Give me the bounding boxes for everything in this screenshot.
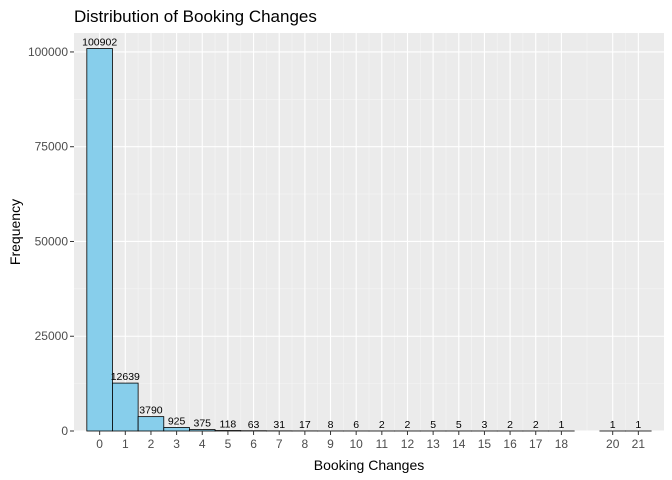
x-tick-label: 18 [555,437,569,451]
data-label-4: 375 [193,418,211,430]
data-label-16: 2 [507,419,513,431]
x-axis: 0 1 2 3 4 5 6 7 8 9 10 11 12 13 14 15 16 17 18 20 21 [96,431,645,451]
data-label-5: 118 [220,419,237,431]
x-tick-label: 21 [632,437,646,451]
x-tick-label: 2 [148,437,155,451]
grid-lines [74,33,664,432]
data-label-3: 925 [168,415,186,427]
data-label-13: 5 [430,419,436,431]
bar-0 [86,48,113,432]
data-label-9: 8 [328,419,334,431]
y-tick-label: 0 [61,424,68,438]
x-tick-label: 4 [199,437,206,451]
data-labels: 100902 12639 3790 925 375 118 63 31 17 8 6 2 2 5 5 3 2 2 1… [82,37,641,431]
data-label-1: 12639 [111,371,140,383]
x-axis-title: Booking Changes [314,457,425,473]
data-label-21: 1 [635,419,641,431]
x-tick-label: 10 [349,437,363,451]
bar-4 [189,429,216,432]
x-tick-label: 20 [606,437,620,451]
x-tick-label: 15 [478,437,492,451]
x-tick-label: 14 [452,437,466,451]
chart-title: Distribution of Booking Changes [74,7,317,26]
x-tick-label: 9 [327,437,334,451]
data-label-15: 3 [482,419,488,431]
y-axis-title: Frequency [7,199,23,265]
y-axis: 0 25000 50000 75000 100000 [28,45,74,438]
data-label-20: 1 [610,419,616,431]
data-label-18: 1 [558,419,564,431]
x-tick-label: 6 [250,437,257,451]
y-tick-label: 25000 [35,329,69,343]
x-tick-label: 17 [529,437,543,451]
x-tick-label: 7 [276,437,283,451]
data-label-6: 63 [248,419,260,431]
data-label-11: 2 [379,419,385,431]
x-tick-label: 5 [225,437,232,451]
x-tick-label: 8 [302,437,309,451]
data-label-2: 3790 [139,405,163,417]
data-label-8: 17 [299,419,311,431]
bar-3 [163,427,190,432]
x-tick-label: 16 [503,437,517,451]
data-label-14: 5 [456,419,462,431]
data-label-12: 2 [405,419,411,431]
data-label-0: 100902 [82,37,117,49]
y-tick-label: 75000 [35,140,69,154]
x-tick-label: 0 [96,437,103,451]
x-tick-label: 13 [426,437,440,451]
x-tick-label: 3 [173,437,180,451]
y-tick-label: 50000 [35,234,69,248]
y-tick-label: 100000 [28,45,68,59]
data-label-7: 31 [273,419,285,431]
bar-2 [137,416,165,432]
x-tick-label: 12 [401,437,415,451]
bar-1 [112,382,139,432]
x-tick-label: 1 [122,437,129,451]
data-label-10: 6 [353,419,359,431]
data-label-17: 2 [533,419,539,431]
x-tick-label: 11 [376,437,389,451]
